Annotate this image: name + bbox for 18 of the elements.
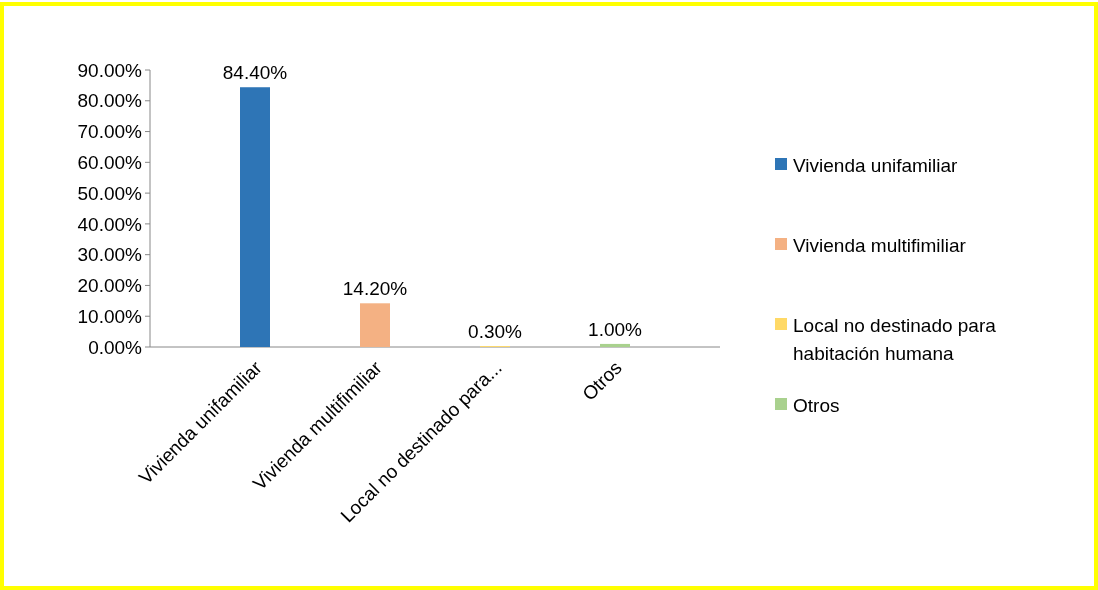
data-label: 14.20% <box>342 278 408 300</box>
y-tick-label: 80.00% <box>77 90 143 112</box>
legend-label: Vivienda unifamiliar <box>793 154 959 176</box>
y-tick-label: 20.00% <box>77 275 143 297</box>
data-label: 1.00% <box>588 318 643 340</box>
y-tick-label: 90.00% <box>77 59 143 81</box>
y-tick-label: 30.00% <box>77 244 143 266</box>
legend-label: Local no destinado para habitación humana <box>793 314 997 365</box>
y-tick-label: 0.00% <box>88 336 143 358</box>
y-tick-label: 60.00% <box>77 151 143 173</box>
legend-label: Otros <box>793 394 840 416</box>
data-label: 0.30% <box>468 321 523 343</box>
y-tick-label: 40.00% <box>77 213 143 235</box>
y-tick-label: 10.00% <box>77 305 143 327</box>
y-tick-label: 70.00% <box>77 121 143 143</box>
legend-label: Vivienda multifimiliar <box>793 234 967 256</box>
data-label: 84.40% <box>222 62 288 84</box>
y-tick-label: 50.00% <box>77 182 143 204</box>
